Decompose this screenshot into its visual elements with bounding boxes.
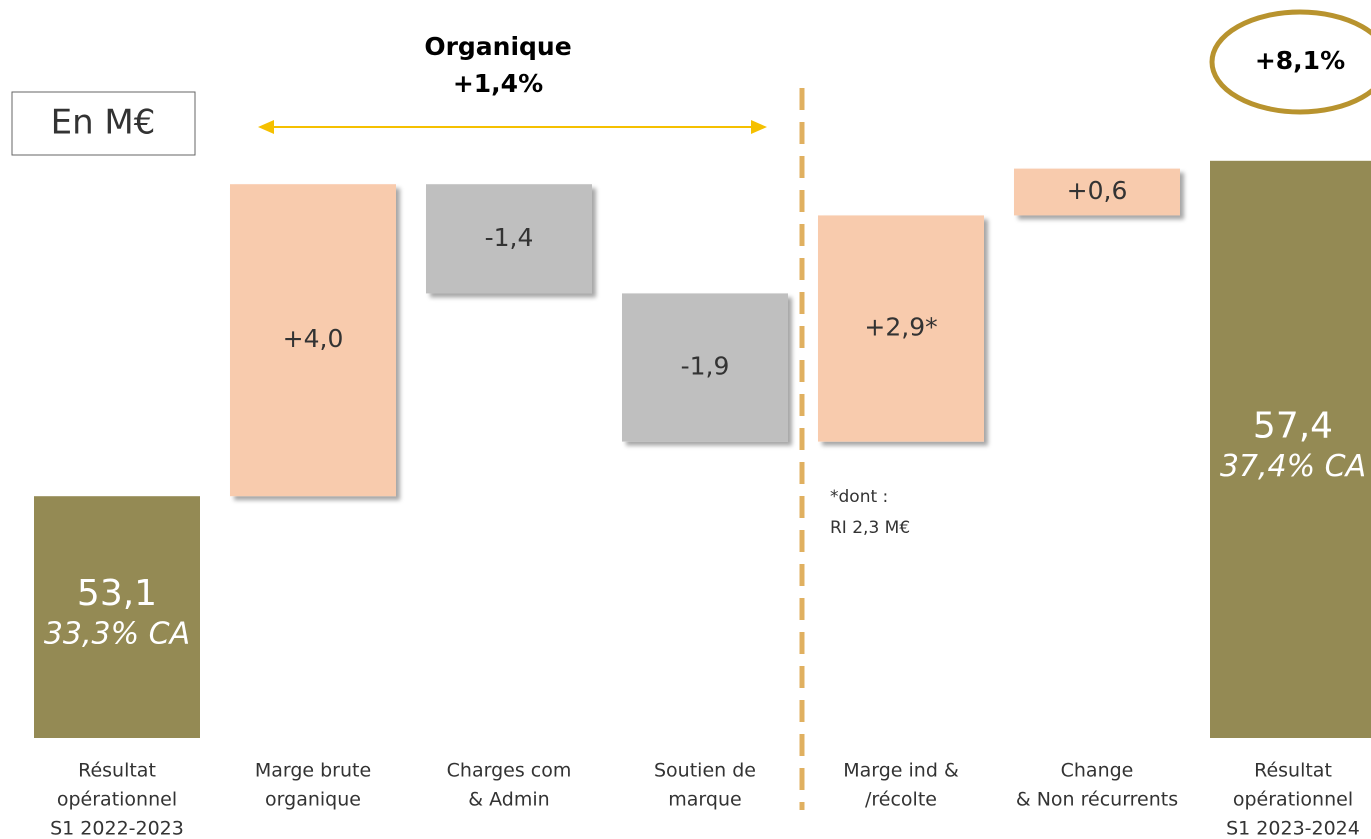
sublabel: 37,4% CA xyxy=(1220,449,1366,484)
value-label: +4,0 xyxy=(283,324,344,353)
x-tick-label: Marge brute xyxy=(255,760,371,782)
bar xyxy=(34,496,200,738)
x-tick-label: opérationnel xyxy=(1233,789,1353,811)
organic-title: Organique xyxy=(424,32,571,61)
x-tick-label: Soutien de xyxy=(654,760,756,782)
x-tick-label: opérationnel xyxy=(57,789,177,811)
footnote: RI 2,3 M€ xyxy=(830,518,910,538)
unit-box xyxy=(11,91,196,156)
sublabel: 33,3% CA xyxy=(44,617,190,652)
unit-label: En M€ xyxy=(51,103,156,143)
x-tick-label: Résultat xyxy=(1254,760,1332,782)
value-label: 53,1 xyxy=(77,573,157,614)
value-label: +2,9* xyxy=(864,313,937,342)
bar xyxy=(818,215,984,442)
value-label: -1,4 xyxy=(485,223,534,252)
bar xyxy=(1014,168,1180,216)
bar xyxy=(622,293,788,442)
x-tick-label: organique xyxy=(265,789,361,811)
x-tick-label: & Admin xyxy=(468,789,549,811)
arrow-head xyxy=(258,120,274,134)
organic-value: +1,4% xyxy=(453,69,543,98)
x-tick-label: S1 2023-2024 xyxy=(1226,818,1360,839)
x-tick-label: Marge ind & xyxy=(843,760,959,782)
x-tick-label: Change xyxy=(1061,760,1134,782)
x-tick-label: S1 2022-2023 xyxy=(50,818,184,839)
total-change: +8,1% xyxy=(1255,46,1345,75)
bar xyxy=(230,184,396,497)
value-label: -1,9 xyxy=(681,352,730,381)
value-label: +0,6 xyxy=(1067,176,1128,205)
x-tick-label: Résultat xyxy=(78,760,156,782)
bar xyxy=(1210,160,1371,739)
value-label: 57,4 xyxy=(1253,405,1333,446)
footnote: *dont : xyxy=(830,487,888,507)
bar xyxy=(426,184,592,294)
arrow-head xyxy=(751,120,767,134)
x-tick-label: & Non récurrents xyxy=(1016,789,1178,811)
x-tick-label: /récolte xyxy=(865,789,937,811)
x-tick-label: Charges com xyxy=(447,760,572,782)
highlight-ellipse xyxy=(1209,9,1371,115)
x-tick-label: marque xyxy=(668,789,741,811)
